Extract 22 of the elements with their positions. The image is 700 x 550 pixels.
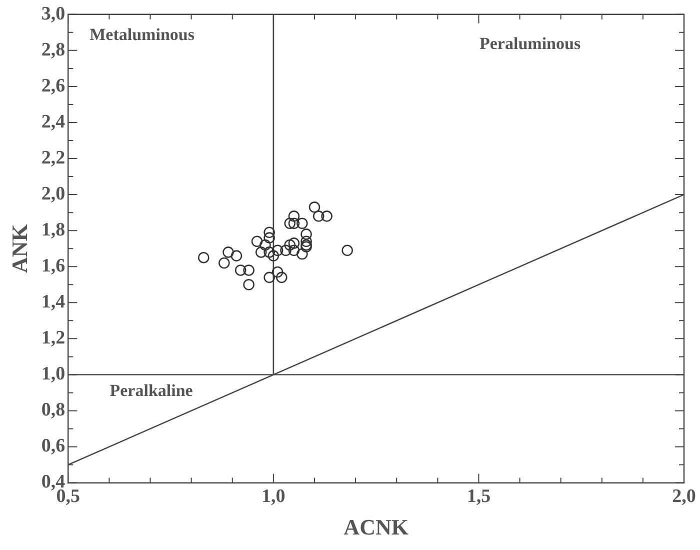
annotation: Peraluminous (480, 34, 581, 54)
y-tick-label: 0,6 (41, 436, 66, 457)
x-tick-label: 2,0 (672, 486, 696, 508)
y-tick-label: 2,8 (41, 39, 66, 60)
y-tick-label: 2,6 (41, 75, 66, 96)
y-tick-label: 2,2 (41, 147, 66, 168)
y-tick-label: 2,0 (41, 183, 66, 204)
y-tick-label: 1,8 (41, 219, 66, 240)
x-tick-label: 1,0 (262, 486, 286, 508)
y-tick-label: 1,6 (41, 256, 66, 277)
x-tick-label: 1,5 (466, 486, 491, 508)
y-tick-label: 0,8 (41, 400, 66, 421)
annotation: Metaluminous (90, 24, 195, 44)
x-axis-title: ACNK (344, 514, 408, 540)
y-tick-label: 3,0 (41, 3, 66, 24)
y-tick-label: 1,0 (41, 364, 66, 385)
y-tick-label: 1,4 (41, 292, 66, 313)
x-tick-label: 0,5 (56, 486, 80, 508)
y-tick-label: 2,4 (41, 111, 66, 132)
annotation: Peralkaline (110, 380, 194, 400)
y-axis-title: ANK (6, 224, 32, 274)
y-tick-label: 1,2 (41, 328, 66, 349)
